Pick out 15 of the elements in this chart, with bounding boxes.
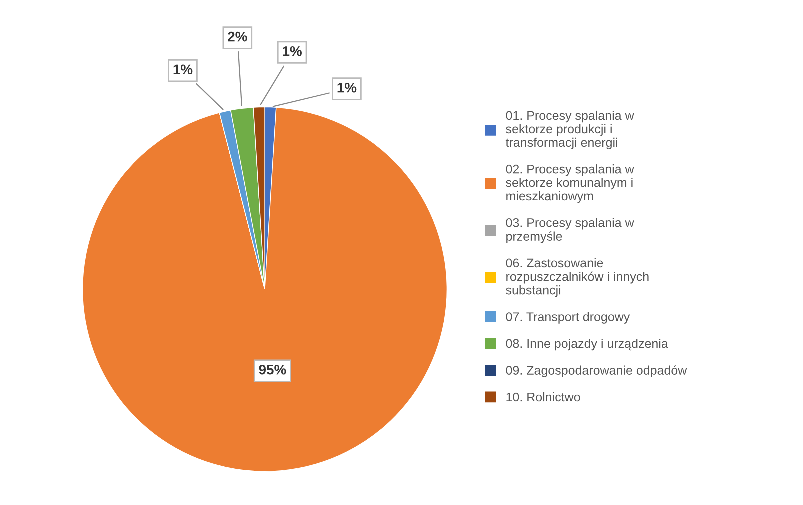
pie-slice bbox=[219, 110, 266, 290]
data-label: 1% bbox=[283, 46, 302, 56]
legend-label: 10. Rolnictwo bbox=[506, 392, 580, 402]
data-label: 2% bbox=[228, 32, 248, 42]
legend-label: 03. Procesy spalania w przemyśle bbox=[506, 218, 634, 244]
legend-label: 02. Procesy spalania w sektorze komunalnym i mieszkaniowym bbox=[506, 164, 634, 204]
legend-label: 08. Inne pojazdy i urządzenia bbox=[506, 338, 668, 351]
data-label: 95% bbox=[259, 364, 286, 375]
legend-label: 06. Zastosowanie rozpuszczalników i innych substancji bbox=[506, 258, 649, 298]
legend-label: 07. Transport drogowy bbox=[506, 312, 630, 324]
data-label: 1% bbox=[174, 64, 193, 74]
data-label: 1% bbox=[338, 82, 357, 93]
legend-label: 01. Procesy spalania w sektorze produkcji i transformacji energii bbox=[506, 110, 634, 150]
legend-label: 09. Zagospodarowanie odpadów bbox=[506, 366, 688, 378]
pie-slice bbox=[82, 107, 448, 472]
